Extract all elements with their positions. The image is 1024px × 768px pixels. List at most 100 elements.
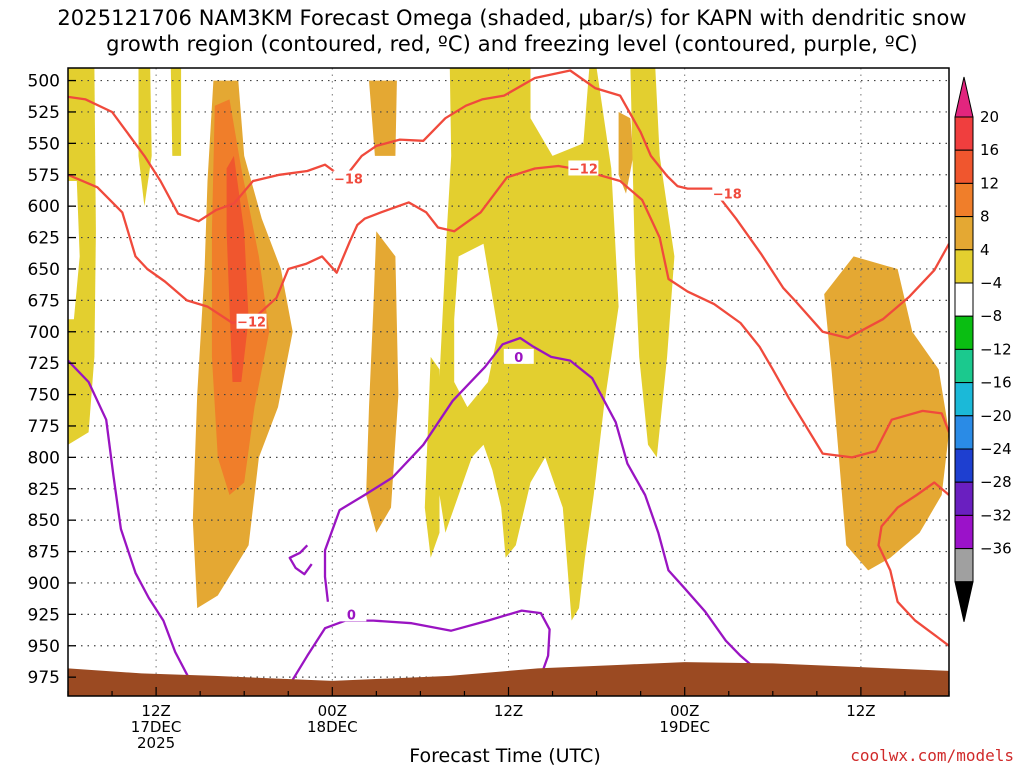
contour-line-3 [68, 359, 205, 696]
colorbar-box-10 [954, 415, 974, 450]
colorbar-label-10: −24 [980, 440, 1012, 458]
ytick-label-650: 650 [28, 260, 60, 280]
xtick-label-18-0: 00Z [318, 702, 347, 720]
contour-labels: −18 −12 −12 −18 0 0 [236, 160, 743, 623]
xtick-label-30-0: 12Z [494, 702, 523, 720]
ytick-label-925: 925 [28, 605, 60, 625]
xtick-label-18-1: 18DEC [307, 718, 358, 736]
contour-label-2: −12 [569, 162, 598, 177]
ytick-label-875: 875 [28, 543, 60, 563]
xtick-label-54-0: 12Z [846, 702, 875, 720]
xtick-label-6-1: 17DEC [131, 718, 182, 736]
colorbar-box-12 [954, 481, 974, 516]
colorbar-box-3 [954, 182, 974, 218]
omega-region-3 [366, 231, 399, 533]
contour-label-0: −18 [334, 173, 363, 188]
omega-region-11 [630, 68, 675, 458]
colorbar-box-7 [954, 315, 974, 350]
colorbar-box-6 [954, 282, 974, 317]
chart-title-line-2: growth region (contoured, red, ºC) and f… [106, 32, 918, 56]
omega-region-5 [824, 256, 949, 571]
ytick-label-550: 550 [28, 134, 60, 154]
contour-line-5 [323, 336, 774, 679]
colorbar-label-8: −16 [980, 374, 1012, 392]
contour-label-bg-5 [336, 606, 367, 622]
colorbar-label-0: 20 [980, 108, 999, 126]
colorbar-label-13: −36 [980, 540, 1012, 558]
colorbar-box-9 [954, 382, 974, 417]
contour-line-4 [290, 609, 551, 683]
ytick-label-850: 850 [28, 511, 60, 531]
xtick-label-6-0: 12Z [141, 702, 170, 720]
contour-line-2 [68, 69, 949, 340]
contour-label-1: −12 [237, 316, 266, 331]
ytick-label-800: 800 [28, 448, 60, 468]
xtick-label-42-1: 19DEC [659, 718, 710, 736]
contour-label-5: 0 [347, 608, 356, 623]
colorbar-bottom-triangle [954, 581, 974, 622]
xtick-label-6-2: 2025 [137, 734, 175, 752]
contour-label-4: 0 [514, 351, 523, 366]
omega-region-7 [68, 68, 96, 445]
x-axis-title: Forecast Time (UTC) [409, 745, 601, 767]
colorbar-label-2: 12 [980, 174, 999, 192]
colorbar-box-1 [954, 116, 974, 151]
colorbar-label-7: −12 [980, 340, 1012, 358]
ytick-label-775: 775 [28, 417, 60, 437]
contour-line-1 [877, 481, 949, 647]
colorbar-label-5: −4 [980, 274, 1002, 292]
colorbar-label-6: −8 [980, 307, 1002, 325]
omega-colorbar: 20 16 12 8 4 −4 −8 −12 −16 −20 −24 −28 −32 −36 [954, 76, 1012, 622]
chart-title-line-1: 2025121706 NAM3KM Forecast Omega (shaded… [57, 6, 967, 30]
ytick-label-975: 975 [28, 668, 60, 688]
terrain-fill [68, 662, 949, 696]
colorbar-box-8 [954, 348, 974, 384]
colorbar-box-4 [954, 216, 974, 251]
colorbar-label-11: −28 [980, 473, 1012, 491]
contour-line-6 [288, 544, 313, 576]
omega-region-4 [369, 80, 397, 156]
temperature-contours [68, 69, 949, 696]
colorbar-top-triangle [954, 76, 974, 118]
colorbar-label-9: −20 [980, 407, 1012, 425]
omega-shading [68, 68, 949, 621]
ytick-label-825: 825 [28, 480, 60, 500]
omega-region-6 [618, 112, 634, 194]
contour-label-bg-1 [236, 313, 267, 329]
terrain-ground [68, 662, 949, 696]
contour-label-bg-2 [568, 160, 599, 176]
ytick-label-575: 575 [28, 166, 60, 186]
site-credit: coolwx.com/models [850, 746, 1014, 765]
colorbar-box-2 [954, 149, 974, 184]
omega-region-9 [170, 68, 182, 156]
ytick-label-525: 525 [28, 103, 60, 123]
ytick-label-675: 675 [28, 291, 60, 311]
omega-region-8 [138, 68, 152, 207]
contour-label-bg-4 [503, 348, 534, 364]
ytick-label-900: 900 [28, 574, 60, 594]
pressure-axis: 500 525 550 575 600 625 650 675 700 725 750 775 800 8… [28, 72, 76, 688]
omega-region-13 [68, 181, 80, 320]
omega-region-14 [454, 243, 499, 408]
ytick-label-600: 600 [28, 197, 60, 217]
colorbar-label-3: 8 [980, 208, 990, 226]
colorbar-label-1: 16 [980, 141, 999, 159]
contour-label-bg-3 [712, 185, 743, 201]
colorbar-box-11 [954, 448, 974, 483]
contour-label-bg-0 [333, 170, 364, 186]
colorbar-box-5 [954, 249, 974, 284]
ytick-label-500: 500 [28, 72, 60, 92]
colorbar-label-4: 4 [980, 241, 990, 259]
xtick-label-42-0: 00Z [670, 702, 699, 720]
contour-label-3: −18 [713, 188, 742, 203]
ytick-label-950: 950 [28, 637, 60, 657]
contour-line-0 [68, 164, 949, 459]
colorbar-box-13 [954, 514, 974, 550]
colorbar-box-14 [954, 548, 974, 583]
ytick-label-625: 625 [28, 229, 60, 249]
ytick-label-725: 725 [28, 354, 60, 374]
omega-region-15 [530, 68, 590, 156]
colorbar-label-12: −32 [980, 506, 1012, 524]
